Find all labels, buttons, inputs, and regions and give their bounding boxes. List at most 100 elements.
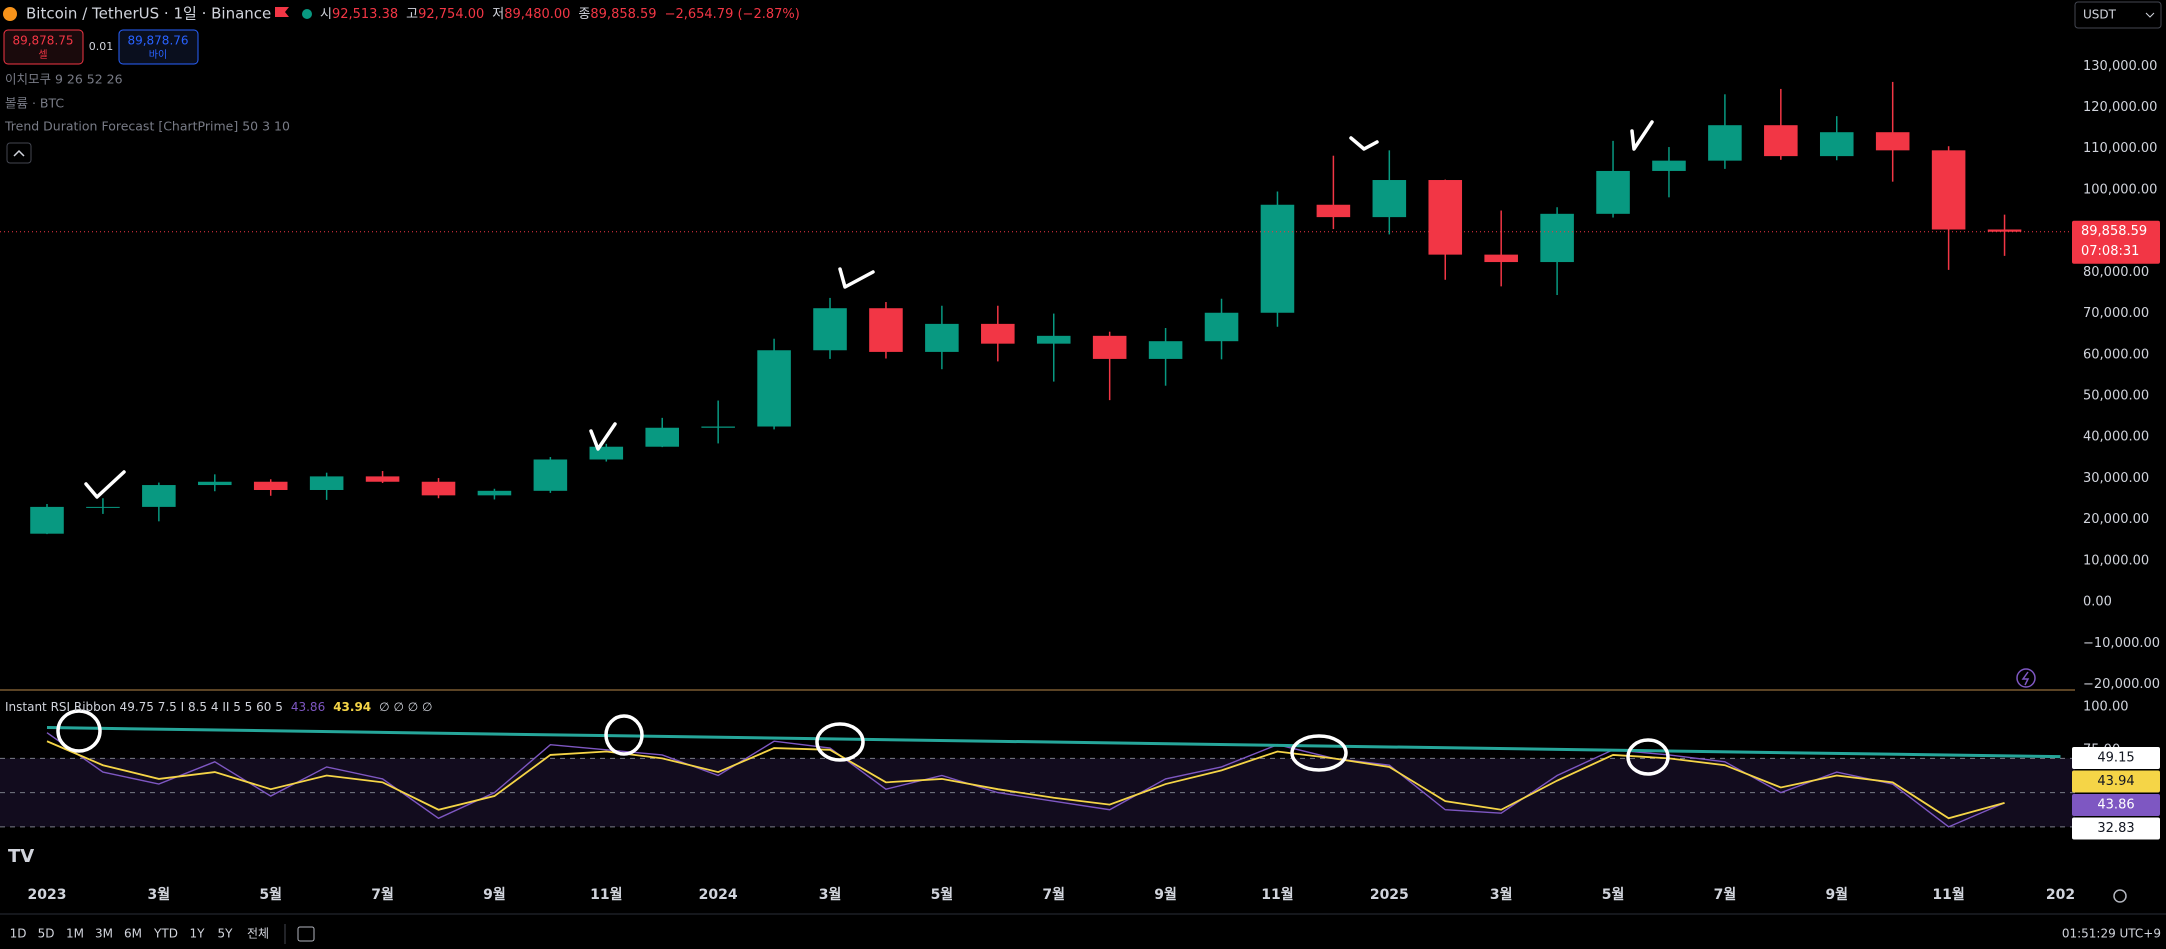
ohlc-key: 시 bbox=[320, 7, 332, 22]
sell-button[interactable] bbox=[3, 29, 84, 65]
candle-body bbox=[1036, 335, 1071, 344]
collapse-button[interactable] bbox=[6, 142, 32, 164]
y-tick-label: 80,000.00 bbox=[2083, 265, 2149, 280]
candle-body bbox=[589, 446, 624, 460]
scale-label-box bbox=[2072, 794, 2160, 816]
timeframe-button[interactable]: 3M bbox=[95, 927, 113, 941]
y-tick-label: 60,000.00 bbox=[2083, 347, 2149, 362]
x-tick-label: 11월 bbox=[1261, 886, 1293, 903]
candle-body bbox=[757, 350, 791, 427]
check-mark bbox=[589, 422, 617, 451]
scale-label: 32.83 bbox=[2097, 821, 2134, 836]
candle-body bbox=[30, 506, 64, 534]
indicator-label[interactable]: 볼륨 · BTC bbox=[5, 96, 64, 111]
x-tick-label: 2024 bbox=[699, 887, 738, 903]
check-mark bbox=[838, 267, 875, 289]
settings-button[interactable] bbox=[2113, 889, 2127, 903]
timeframe-button[interactable]: 5Y bbox=[218, 927, 234, 941]
y-tick-label: 100.00 bbox=[2083, 699, 2129, 714]
date-range-button[interactable] bbox=[297, 926, 315, 942]
legend-title: Instant RSI Ribbon 49.75 7.5 I 8.5 4 II … bbox=[5, 700, 283, 714]
y-tick-label: 20,000.00 bbox=[2083, 512, 2149, 527]
y-tick-label: 50,000.00 bbox=[2083, 389, 2149, 404]
legend-value: 43.94 bbox=[333, 700, 371, 714]
y-tick-label: 40,000.00 bbox=[2083, 430, 2149, 445]
x-tick-label: 9월 bbox=[1154, 886, 1177, 903]
candle-body bbox=[421, 481, 456, 496]
timeframe-button[interactable]: 1M bbox=[66, 927, 84, 941]
scale-label: 43.94 bbox=[2097, 774, 2134, 789]
indicator-label[interactable]: Trend Duration Forecast [ChartPrime] 50 … bbox=[4, 119, 290, 134]
timeframe-button[interactable]: 1Y bbox=[190, 927, 206, 941]
candle-body bbox=[1540, 213, 1574, 263]
candle-body bbox=[198, 481, 232, 486]
candle-body bbox=[253, 481, 288, 490]
candle-body bbox=[1484, 254, 1518, 263]
x-tick-label: 9월 bbox=[483, 886, 506, 903]
lightning-button[interactable] bbox=[2016, 668, 2036, 688]
y-tick-label: 130,000.00 bbox=[2083, 59, 2157, 74]
rsi-legend: Instant RSI Ribbon 49.75 7.5 I 8.5 4 II … bbox=[5, 700, 432, 714]
ohlc-value: 89,480.00 bbox=[504, 7, 570, 22]
flag-icon[interactable] bbox=[275, 7, 289, 17]
scale-label: 43.86 bbox=[2097, 798, 2134, 813]
candle-body bbox=[1708, 125, 1742, 161]
clock: 01:51:29 UTC+9 bbox=[2062, 927, 2161, 941]
x-tick-label: 3월 bbox=[148, 886, 171, 903]
symbol-title[interactable]: Bitcoin / TetherUS · 1일 · Binance bbox=[26, 5, 271, 23]
x-tick-label: 5월 bbox=[259, 886, 282, 903]
indicator-label[interactable]: 이치모쿠 9 26 52 26 bbox=[5, 72, 123, 87]
buy-price: 89,878.76 bbox=[127, 34, 188, 48]
currency-select[interactable] bbox=[2074, 1, 2162, 29]
candle-body bbox=[1819, 132, 1854, 157]
ohlc-key: 종 bbox=[578, 7, 590, 22]
x-tick-label: 11월 bbox=[590, 886, 622, 903]
candle-body bbox=[477, 490, 512, 496]
ohlc-readout: 시92,513.38 고92,754.00 저89,480.00 종89,858.59… bbox=[320, 7, 800, 22]
x-tick-label: 3월 bbox=[819, 886, 842, 903]
timeframe-button[interactable]: 1D bbox=[10, 927, 27, 941]
candle-body bbox=[1596, 170, 1630, 214]
y-tick-label: 100,000.00 bbox=[2083, 182, 2157, 197]
timeframe-button[interactable]: 5D bbox=[38, 927, 55, 941]
candle-body bbox=[1148, 341, 1183, 359]
ohlc-value: 92,513.38 bbox=[332, 7, 398, 22]
lightning-icon bbox=[2021, 671, 2030, 686]
timeframe-button[interactable]: YTD bbox=[153, 927, 178, 941]
countdown: 07:08:31 bbox=[2081, 244, 2139, 259]
ohlc-key: 저 bbox=[492, 7, 504, 22]
circle-mark bbox=[815, 722, 865, 762]
candle-body bbox=[1260, 204, 1295, 313]
circle-mark bbox=[1626, 738, 1670, 776]
currency: USDT bbox=[2083, 8, 2117, 22]
x-tick-label: 5월 bbox=[931, 886, 954, 903]
tv-logo[interactable]: TV bbox=[8, 846, 34, 867]
buy-button[interactable] bbox=[118, 29, 199, 65]
candle-body bbox=[86, 506, 120, 508]
candle-body bbox=[1931, 150, 1966, 230]
y-tick-label: −10,000.00 bbox=[2083, 636, 2160, 651]
y-tick-label: 110,000.00 bbox=[2083, 141, 2157, 156]
y-tick-label: 120,000.00 bbox=[2083, 100, 2157, 115]
timeframe-button[interactable]: 6M bbox=[124, 927, 142, 941]
ohlc-key: 고 bbox=[406, 7, 418, 22]
x-tick-label: 2025 bbox=[1370, 887, 1409, 903]
candle-body bbox=[1987, 229, 2022, 232]
rsi-line bbox=[46, 740, 2005, 820]
y-tick-label: 30,000.00 bbox=[2083, 471, 2149, 486]
scale-label-box bbox=[2072, 747, 2160, 769]
candle-body bbox=[309, 476, 344, 490]
candle-body bbox=[1428, 180, 1463, 255]
circle-mark bbox=[56, 709, 102, 753]
candle-body bbox=[1764, 125, 1798, 157]
quantity[interactable]: 0.01 bbox=[89, 40, 114, 53]
candle-body bbox=[981, 323, 1015, 344]
timeframe-button[interactable]: 전체 bbox=[247, 927, 269, 941]
check-mark bbox=[1349, 136, 1379, 151]
x-tick-label: 3월 bbox=[1490, 886, 1513, 903]
last-price-box bbox=[2072, 220, 2160, 264]
candle-body bbox=[1204, 312, 1239, 342]
hand-annotations bbox=[56, 120, 1670, 776]
ohlc-value: 89,858.59 bbox=[590, 7, 656, 22]
